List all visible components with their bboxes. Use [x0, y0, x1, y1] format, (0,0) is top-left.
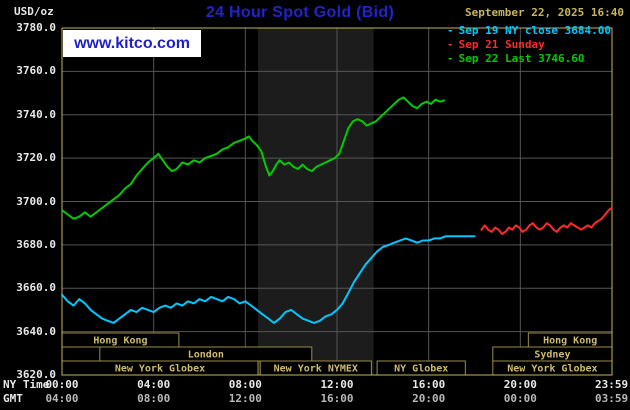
session-label: Sydney: [534, 350, 570, 361]
legend-dash-icon: -: [447, 38, 454, 51]
y-axis-tick: 3680.0: [16, 237, 56, 251]
session-label: London: [188, 350, 224, 361]
legend-item-label: Sep 22 Last 3746.60: [458, 52, 585, 65]
session-label: New York Globex: [115, 364, 205, 375]
session-label: New York NYMEX: [274, 364, 358, 375]
x-axis-tick-gmt: 20:00: [412, 392, 446, 405]
y-axis-tick: 3760.0: [16, 64, 56, 78]
legend: - Sep 19 NY close 3684.00- Sep 21 Sunday - S…: [447, 24, 611, 66]
y-axis-tick: 3660.0: [16, 281, 56, 295]
legend-item: - Sep 21 Sunday: [447, 38, 611, 52]
y-axis-tick: 3640.0: [16, 324, 56, 338]
x-axis-tick-gmt: 03:59: [595, 392, 629, 405]
plot-border: [61, 27, 613, 376]
session-label: Hong Kong: [543, 336, 597, 347]
x-axis-tick-gmt: 04:00: [45, 392, 79, 405]
x-axis-tick-ny: 20:00: [503, 378, 537, 391]
x-axis-tick-ny: 23:59: [595, 378, 629, 391]
series-sep19: [61, 235, 476, 324]
session-label: Hong Kong: [93, 336, 147, 347]
chart-title: 24 Hour Spot Gold (Bid): [205, 4, 395, 21]
datetime-label: September 22, 2025 16:40: [465, 6, 624, 19]
legend-item: - Sep 19 NY close 3684.00: [447, 24, 611, 38]
series-sep21: [480, 207, 613, 235]
ny-time-axis-label: NY Time: [3, 378, 50, 391]
y-axis-tick: 3700.0: [16, 194, 56, 208]
x-axis-tick-ny: 12:00: [320, 378, 354, 391]
x-axis-tick-gmt: 08:00: [137, 392, 171, 405]
x-axis-tick-ny: 00:00: [45, 378, 79, 391]
legend-dash-icon: -: [447, 24, 454, 37]
session-label: New York Globex: [507, 364, 597, 375]
y-axis-tick: 3740.0: [16, 107, 56, 121]
x-axis-tick-ny: 04:00: [137, 378, 171, 391]
units-label: USD/oz: [14, 5, 54, 18]
legend-item: - Sep 22 Last 3746.60: [447, 52, 611, 66]
x-axis-tick-gmt: 00:00: [503, 392, 537, 405]
legend-dash-icon: -: [447, 52, 454, 65]
x-axis-tick-ny: 16:00: [412, 378, 446, 391]
legend-item-label: Sep 21 Sunday: [458, 38, 545, 51]
y-axis-tick: 3620.0: [16, 368, 56, 381]
series-sep22: [61, 96, 445, 220]
kitco-watermark-link[interactable]: www.kitco.com: [63, 30, 201, 57]
session-label: NY Globex: [394, 364, 448, 375]
x-axis-tick-gmt: 16:00: [320, 392, 354, 405]
gmt-axis-label: GMT: [3, 392, 23, 405]
legend-item-label: Sep 19 NY close 3684.00: [458, 24, 611, 37]
y-axis-tick: 3720.0: [16, 151, 56, 165]
x-axis-tick-gmt: 12:00: [228, 392, 262, 405]
y-axis-tick: 3780.0: [16, 21, 56, 34]
x-axis-tick-ny: 08:00: [228, 378, 262, 391]
